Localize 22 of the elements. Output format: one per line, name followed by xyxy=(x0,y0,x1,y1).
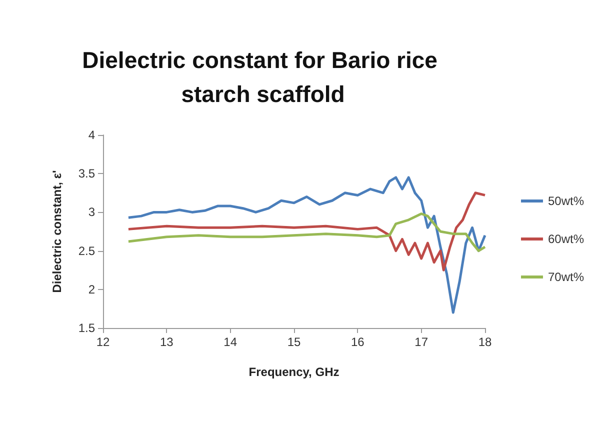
y-tick-label: 3 xyxy=(88,205,96,220)
y-tick-label: 2.5 xyxy=(78,244,96,258)
y-axis-title: Dielectric constant, ε' xyxy=(50,170,64,293)
x-tick-label: 12 xyxy=(96,335,110,349)
x-tick-label: 16 xyxy=(350,335,365,349)
x-tick-label: 14 xyxy=(224,335,238,349)
y-tick-label: 3.5 xyxy=(78,166,96,181)
legend-label: 50wt% xyxy=(548,194,584,208)
y-tick-label: 2 xyxy=(88,282,96,296)
x-tick-label: 17 xyxy=(414,335,428,349)
x-axis-title: Frequency, GHz xyxy=(248,365,340,379)
y-tick-label: 4 xyxy=(88,128,96,142)
x-tick-label: 18 xyxy=(478,335,492,349)
chart-title: Dielectric constant for Bario rice starch scaffold xyxy=(82,47,444,107)
x-tick-label: 13 xyxy=(160,335,174,349)
legend-label: 70wt% xyxy=(548,270,584,284)
y-tick-label: 1.5 xyxy=(78,321,96,335)
x-tick-label: 15 xyxy=(287,335,301,349)
legend-label: 60wt% xyxy=(548,232,584,246)
line-series xyxy=(127,192,486,272)
line-series xyxy=(127,212,486,252)
line-series xyxy=(127,176,486,314)
